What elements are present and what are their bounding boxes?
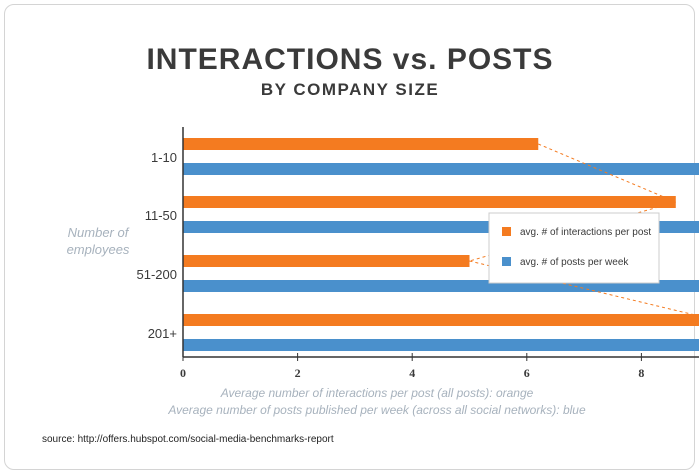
legend-swatch-interactions bbox=[502, 227, 511, 236]
connector-interactions-0 bbox=[538, 143, 676, 203]
y-axis-label-line-1: Number of bbox=[68, 225, 130, 240]
x-tick-label-4: 8 bbox=[638, 366, 644, 380]
bar-interactions-1 bbox=[183, 196, 676, 208]
legend: avg. # of interactions per post avg. # o… bbox=[488, 212, 660, 284]
bar-posts-3 bbox=[183, 339, 699, 351]
source-note: source: http://offers.hubspot.com/social… bbox=[42, 434, 334, 445]
category-label-3: 201+ bbox=[148, 326, 177, 341]
y-axis-label-line-2: employees bbox=[67, 242, 130, 257]
x-tick-label-1: 2 bbox=[295, 366, 301, 380]
bar-interactions-0 bbox=[183, 138, 539, 150]
category-label-1: 11-50 bbox=[145, 208, 177, 223]
category-label-2: 51-200 bbox=[137, 267, 177, 282]
x-tick-label-3: 6 bbox=[524, 366, 530, 380]
legend-label-interactions: avg. # of interactions per post bbox=[520, 227, 651, 238]
x-tick-label-0: 0 bbox=[180, 366, 186, 380]
chart-subtitle: BY COMPANY SIZE bbox=[261, 80, 439, 99]
legend-box bbox=[488, 212, 660, 284]
x-tick-label-2: 4 bbox=[409, 366, 415, 380]
legend-swatch-posts bbox=[502, 257, 511, 266]
x-axis-label-line-1: Average number of interactions per post … bbox=[220, 386, 534, 400]
category-label-0: 1-10 bbox=[151, 150, 177, 165]
x-axis-label-line-2: Average number of posts published per we… bbox=[167, 403, 586, 417]
chart-title: INTERACTIONS vs. POSTS bbox=[146, 43, 553, 76]
bar-interactions-2 bbox=[183, 255, 470, 267]
bar-interactions-3 bbox=[183, 314, 699, 326]
legend-label-posts: avg. # of posts per week bbox=[520, 257, 629, 268]
bar-posts-0 bbox=[183, 163, 699, 175]
